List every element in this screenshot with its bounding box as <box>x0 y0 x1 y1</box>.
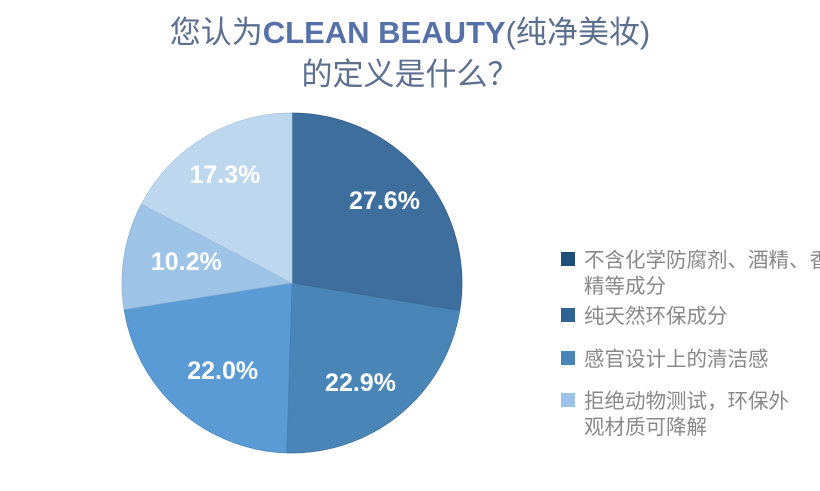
svg-text:22.0%: 22.0% <box>187 357 258 385</box>
svg-text:22.9%: 22.9% <box>325 369 396 397</box>
svg-text:27.6%: 27.6% <box>349 187 420 215</box>
svg-text:17.3%: 17.3% <box>189 161 260 189</box>
svg-text:10.2%: 10.2% <box>151 248 222 276</box>
